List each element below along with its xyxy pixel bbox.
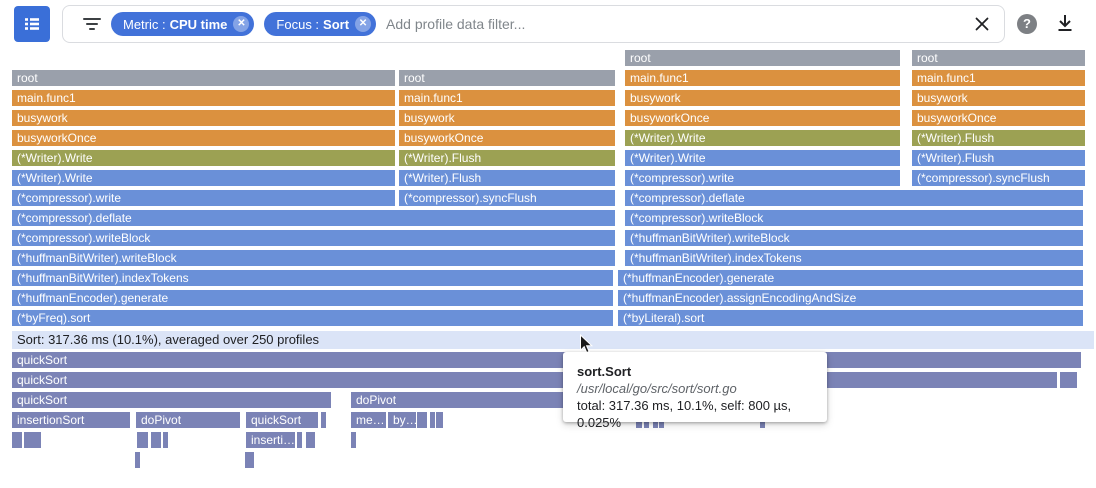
flame-frame[interactable]: (*compressor).syncFlush: [912, 170, 1085, 186]
flame-frame[interactable]: [436, 412, 443, 428]
flame-frame[interactable]: root: [625, 50, 900, 66]
flame-frame[interactable]: (*huffmanEncoder).generate: [12, 290, 613, 306]
flame-frame[interactable]: [12, 432, 22, 448]
flame-frame[interactable]: (*compressor).syncFlush: [399, 190, 615, 206]
flame-frame[interactable]: [321, 412, 326, 428]
tooltip-stats: total: 317.36 ms, 10.1%, self: 800 µs, 0…: [577, 398, 792, 430]
flame-frame[interactable]: [249, 452, 254, 468]
flame-frame[interactable]: Sort: 317.36 ms (10.1%), averaged over 2…: [12, 331, 1094, 349]
download-button[interactable]: [1056, 13, 1074, 38]
flame-frame[interactable]: (*Writer).Flush: [912, 150, 1085, 166]
frame-tooltip: sort.Sort /usr/local/go/src/sort/sort.go…: [563, 352, 827, 430]
tooltip-source-path: /usr/local/go/src/sort/sort.go: [577, 381, 737, 396]
flame-frame[interactable]: busywork: [625, 90, 900, 106]
flame-frame[interactable]: quickSort: [12, 372, 1057, 388]
chip-close-icon[interactable]: ✕: [233, 16, 250, 32]
download-icon: [1058, 15, 1072, 31]
flame-frame[interactable]: [297, 432, 302, 448]
flame-frame[interactable]: [163, 432, 168, 448]
flame-frame[interactable]: [24, 432, 29, 448]
flame-frame[interactable]: [151, 432, 161, 448]
chip-value: Sort: [323, 16, 350, 32]
flame-frame[interactable]: busywork: [399, 110, 615, 126]
flame-frame[interactable]: [351, 432, 356, 448]
flame-frame[interactable]: (*huffmanEncoder).assignEncodingAndSize: [618, 290, 1083, 306]
flame-frame[interactable]: (*huffmanBitWriter).indexTokens: [625, 250, 1083, 266]
flame-frame[interactable]: me…: [351, 412, 386, 428]
close-icon: [975, 17, 989, 31]
flame-frame[interactable]: doPivot: [136, 412, 240, 428]
clear-filter-button[interactable]: [974, 16, 990, 32]
flame-frame[interactable]: busyworkOnce: [399, 130, 615, 146]
flame-frame[interactable]: (*compressor).writeBlock: [12, 230, 615, 246]
menu-button[interactable]: [14, 6, 50, 42]
flame-frame[interactable]: busyworkOnce: [625, 110, 900, 126]
flame-frame[interactable]: (*Writer).Flush: [399, 170, 615, 186]
flame-frame[interactable]: [29, 432, 34, 448]
flame-frame[interactable]: main.func1: [912, 70, 1085, 86]
flame-frame[interactable]: (*huffmanEncoder).generate: [618, 270, 1083, 286]
flame-frame[interactable]: [430, 412, 435, 428]
flame-frame[interactable]: (*byFreq).sort: [12, 310, 613, 326]
flame-frame[interactable]: [137, 432, 148, 448]
chip-key: Focus :: [276, 16, 320, 32]
flame-frame[interactable]: (*compressor).write: [12, 190, 395, 206]
flame-frame[interactable]: (*huffmanBitWriter).indexTokens: [12, 270, 613, 286]
flame-frame[interactable]: (*compressor).deflate: [12, 210, 615, 226]
chip-close-icon[interactable]: ✕: [355, 16, 372, 32]
tooltip-function-name: sort.Sort: [577, 364, 632, 379]
flame-frame[interactable]: (*byLiteral).sort: [618, 310, 1083, 326]
flame-frame[interactable]: [245, 452, 250, 468]
flame-frame[interactable]: busyworkOnce: [912, 110, 1085, 126]
flame-frame[interactable]: (*Writer).Write: [12, 170, 395, 186]
filter-chip-focus[interactable]: Focus : Sort ✕: [264, 12, 377, 36]
chip-key: Metric :: [123, 16, 166, 32]
flame-frame[interactable]: (*Writer).Write: [625, 130, 900, 146]
flame-frame[interactable]: busyworkOnce: [12, 130, 395, 146]
filter-input[interactable]: [386, 16, 964, 32]
flame-frame[interactable]: [135, 452, 140, 468]
flame-frame[interactable]: (*Writer).Flush: [912, 130, 1085, 146]
flame-frame[interactable]: root: [399, 70, 615, 86]
flame-frame[interactable]: insertionSort: [12, 412, 130, 428]
flame-frame[interactable]: busywork: [12, 110, 395, 126]
help-button[interactable]: ?: [1017, 14, 1037, 34]
flame-frame[interactable]: busywork: [912, 90, 1085, 106]
chip-value: CPU time: [169, 16, 228, 32]
flame-frame[interactable]: by…: [388, 412, 416, 428]
filter-chip-metric[interactable]: Metric : CPU time ✕: [111, 12, 255, 36]
flame-frame[interactable]: [33, 432, 41, 448]
flame-frame[interactable]: quickSort: [12, 392, 331, 408]
flame-frame[interactable]: [306, 432, 315, 448]
flame-frame[interactable]: main.func1: [399, 90, 615, 106]
flame-frame[interactable]: [417, 412, 427, 428]
flame-frame[interactable]: (*compressor).deflate: [625, 190, 1083, 206]
flame-frame[interactable]: (*huffmanBitWriter).writeBlock: [12, 250, 615, 266]
flame-frame[interactable]: (*Writer).Flush: [399, 150, 615, 166]
flame-frame[interactable]: root: [12, 70, 395, 86]
flame-frame[interactable]: (*Writer).Write: [12, 150, 395, 166]
flame-frame[interactable]: main.func1: [625, 70, 900, 86]
flame-frame[interactable]: (*compressor).writeBlock: [625, 210, 1083, 226]
flame-frame[interactable]: quickSort: [246, 412, 318, 428]
flame-frame[interactable]: quickSort: [12, 352, 1081, 368]
list-icon: [25, 18, 39, 30]
flame-frame[interactable]: [1060, 372, 1077, 388]
flame-frame[interactable]: (*Writer).Write: [625, 150, 900, 166]
mouse-cursor: [580, 334, 594, 354]
flame-frame[interactable]: (*compressor).write: [625, 170, 900, 186]
flame-frame[interactable]: root: [912, 50, 1085, 66]
flame-frame[interactable]: inserti…: [246, 432, 295, 448]
filter-bar: Metric : CPU time ✕ Focus : Sort ✕: [62, 5, 1005, 43]
flame-frame[interactable]: main.func1: [12, 90, 395, 106]
filter-list-icon: [83, 17, 101, 31]
toolbar: Metric :CPU time ✕ Focus :Sort ✕ ?: [0, 0, 1096, 48]
flame-frame[interactable]: (*huffmanBitWriter).writeBlock: [625, 230, 1083, 246]
